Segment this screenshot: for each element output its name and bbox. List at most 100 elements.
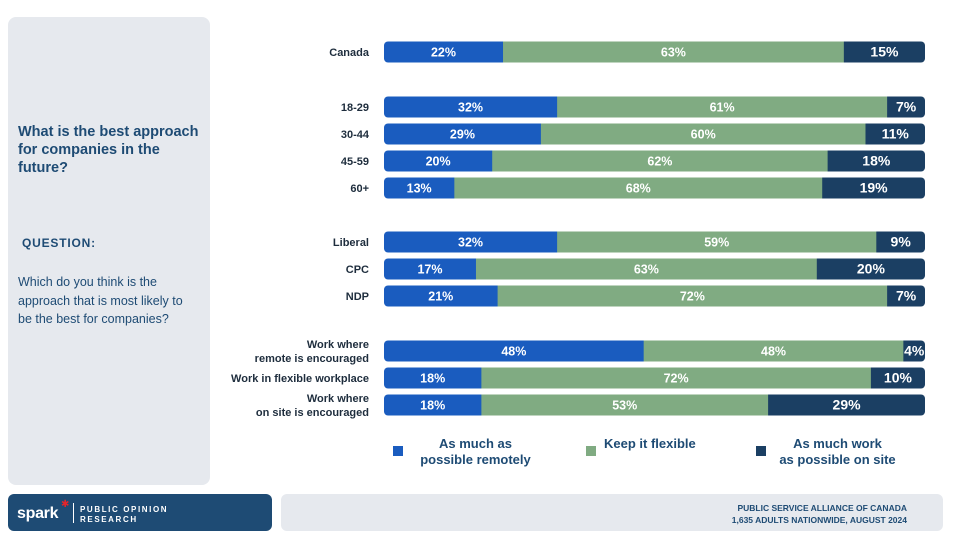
- bar-segment: [876, 231, 925, 253]
- brand-subtitle: PUBLIC OPINION RESEARCH: [80, 505, 169, 524]
- data-label: 19%: [860, 180, 889, 196]
- data-label: 18%: [420, 372, 445, 386]
- brand-divider: [73, 503, 74, 523]
- bar-row: 32% 59% 9% Liberal: [333, 231, 925, 253]
- bar-segment: [384, 367, 482, 389]
- bar-segment: [816, 258, 925, 280]
- bar-segment: [384, 96, 558, 118]
- bar-segment: [384, 258, 477, 280]
- legend-swatch: [586, 446, 596, 456]
- category-label: 45-59: [341, 156, 369, 168]
- data-label: 72%: [664, 372, 689, 386]
- bar-segment: [384, 123, 542, 145]
- data-label: 59%: [704, 236, 729, 250]
- bar-segment: [887, 96, 925, 118]
- data-label: 63%: [634, 263, 659, 277]
- data-label: 72%: [680, 290, 705, 304]
- data-label: 15%: [870, 44, 899, 60]
- category-label: Work where on site is encouraged: [256, 393, 369, 419]
- source-footer: PUBLIC SERVICE ALLIANCE OF CANADA 1,635 …: [281, 494, 943, 531]
- data-label: 68%: [626, 182, 651, 196]
- data-label: 13%: [407, 182, 432, 196]
- bar-segment: [903, 340, 925, 362]
- data-label: 48%: [761, 345, 786, 359]
- brand-footer: spark ✱ PUBLIC OPINION RESEARCH: [8, 494, 272, 531]
- data-label: 20%: [857, 261, 886, 277]
- bar-segment: [384, 340, 645, 362]
- data-label: 60%: [691, 128, 716, 142]
- bar-segment: [503, 41, 845, 63]
- bar-segment: [384, 231, 558, 253]
- bar-row: 17% 63% 20% CPC: [346, 258, 925, 280]
- data-label: 53%: [612, 399, 637, 413]
- bar-segment: [643, 340, 904, 362]
- data-label: 18%: [862, 153, 891, 169]
- bar-segment: [865, 123, 925, 145]
- category-label: 30-44: [341, 129, 370, 141]
- data-label: 11%: [882, 126, 910, 142]
- category-label: Liberal: [333, 237, 369, 249]
- bar-segment: [557, 96, 888, 118]
- data-label: 9%: [891, 234, 912, 250]
- data-label: 4%: [904, 343, 925, 359]
- data-label: 17%: [417, 263, 442, 277]
- data-label: 29%: [833, 397, 862, 413]
- data-label: 7%: [896, 99, 917, 115]
- legend-label: Keep it flexible: [604, 436, 696, 451]
- bar-segment: [827, 150, 925, 172]
- bar-segment: [481, 394, 769, 416]
- source-sample: 1,635 ADULTS NATIONWIDE, AUGUST 2024: [731, 515, 907, 525]
- bar-row: 20% 62% 18% 45-59: [341, 150, 925, 172]
- bar-row: 48% 48% 4% Work where remote is encouraged: [255, 339, 925, 365]
- category-label: Canada: [329, 47, 370, 59]
- bar-segment: [384, 285, 499, 307]
- category-label: CPC: [346, 264, 369, 276]
- bar-segment: [475, 258, 818, 280]
- category-label: Work where remote is encouraged: [255, 339, 369, 365]
- bar-row: 32% 61% 7% 18-29: [341, 96, 925, 118]
- data-label: 10%: [884, 370, 913, 386]
- stacked-bar-chart: 22% 63% 15% Canada 32% 61% 7% 18-29 29% 60% 11% 30-…: [231, 41, 925, 419]
- bar-segment: [492, 150, 829, 172]
- bar-row: 29% 60% 11% 30-44: [341, 123, 925, 145]
- bar-segment: [557, 231, 877, 253]
- bar-segment: [887, 285, 925, 307]
- bar-segment: [384, 41, 504, 63]
- data-label: 18%: [420, 399, 445, 413]
- bar-segment: [384, 150, 493, 172]
- bar-segment: [384, 177, 455, 199]
- data-label: 32%: [458, 101, 483, 115]
- category-label: 60+: [350, 183, 369, 195]
- bar-segment: [540, 123, 866, 145]
- brand-logo: spark: [17, 505, 59, 522]
- bar-segment: [870, 367, 925, 389]
- sidebar-panel: [8, 17, 210, 485]
- bar-segment: [497, 285, 888, 307]
- legend-swatch: [756, 446, 766, 456]
- bar-segment: [481, 367, 872, 389]
- data-label: 63%: [661, 46, 686, 60]
- data-label: 22%: [431, 46, 456, 60]
- data-label: 48%: [501, 345, 526, 359]
- source-client: PUBLIC SERVICE ALLIANCE OF CANADA: [737, 503, 907, 513]
- legend-swatch: [393, 446, 403, 456]
- category-label: Work in flexible workplace: [231, 373, 369, 385]
- bar-row: 22% 63% 15% Canada: [329, 41, 925, 63]
- data-label: 61%: [710, 101, 735, 115]
- question-label: QUESTION:: [22, 236, 96, 250]
- question-text: Which do you think is the approach that …: [18, 275, 183, 326]
- data-label: 7%: [896, 288, 917, 304]
- legend-label: As much as possible remotely: [420, 436, 531, 467]
- bar-row: 21% 72% 7% NDP: [346, 285, 925, 307]
- legend-label: As much work as possible on site: [779, 436, 896, 467]
- category-label: NDP: [346, 291, 369, 303]
- category-label: 18-29: [341, 102, 369, 114]
- bar-segment: [768, 394, 925, 416]
- chart-question-title: What is the best approach for companies …: [18, 124, 199, 176]
- data-label: 29%: [450, 128, 475, 142]
- data-label: 21%: [428, 290, 453, 304]
- bar-segment: [384, 394, 482, 416]
- bar-row: 13% 68% 19% 60+: [350, 177, 925, 199]
- bar-row: 18% 53% 29% Work where on site is encouraged: [256, 393, 925, 419]
- bar-segment: [843, 41, 925, 63]
